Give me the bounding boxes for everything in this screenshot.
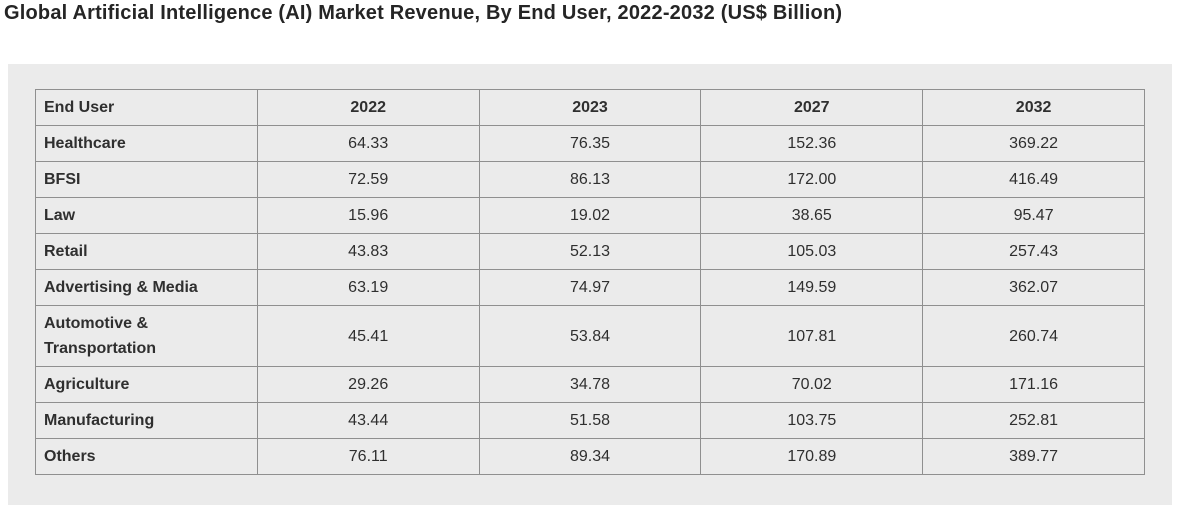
value-cell: 260.74 (922, 305, 1145, 367)
value-cell: 369.22 (922, 125, 1145, 162)
value-cell: 170.89 (700, 438, 924, 475)
table-row: Advertising & Media 63.19 74.97 149.59 362.0… (35, 269, 1145, 306)
value-cell: 86.13 (478, 161, 702, 198)
value-cell: 19.02 (478, 197, 702, 234)
value-cell: 53.84 (478, 305, 702, 367)
value-cell: 362.07 (922, 269, 1145, 306)
value-cell: 76.35 (478, 125, 702, 162)
value-cell: 38.65 (700, 197, 924, 234)
value-cell: 257.43 (922, 233, 1145, 270)
row-label-cell: BFSI (35, 161, 258, 198)
row-label-cell: Automotive & Transportation (35, 305, 258, 367)
row-label-cell: Advertising & Media (35, 269, 258, 306)
header-row: End User 2022 2023 2027 2032 (35, 89, 1145, 126)
table-header: End User 2022 2023 2027 2032 (35, 89, 1145, 126)
table-panel: End User 2022 2023 2027 2032 Healthcare 64.33… (8, 64, 1172, 505)
value-cell: 95.47 (922, 197, 1145, 234)
value-cell: 416.49 (922, 161, 1145, 198)
year-header-cell: 2032 (922, 89, 1145, 126)
value-cell: 171.16 (922, 366, 1145, 403)
value-cell: 107.81 (700, 305, 924, 367)
row-label-cell: Manufacturing (35, 402, 258, 439)
year-header-cell: 2023 (478, 89, 702, 126)
year-header-cell: 2027 (700, 89, 924, 126)
table-row: Others 76.11 89.34 170.89 389.77 (35, 438, 1145, 475)
value-cell: 74.97 (478, 269, 702, 306)
table-body: Healthcare 64.33 76.35 152.36 369.22 BFSI 72.5… (35, 125, 1145, 475)
value-cell: 43.83 (256, 233, 480, 270)
row-label-cell: Retail (35, 233, 258, 270)
table-row: BFSI 72.59 86.13 172.00 416.49 (35, 161, 1145, 198)
value-cell: 389.77 (922, 438, 1145, 475)
year-header-cell: 2022 (256, 89, 480, 126)
end-user-header-cell: End User (35, 89, 258, 126)
value-cell: 172.00 (700, 161, 924, 198)
row-label-cell: Agriculture (35, 366, 258, 403)
value-cell: 63.19 (256, 269, 480, 306)
table-row: Law 15.96 19.02 38.65 95.47 (35, 197, 1145, 234)
value-cell: 149.59 (700, 269, 924, 306)
table-row: Retail 43.83 52.13 105.03 257.43 (35, 233, 1145, 270)
value-cell: 72.59 (256, 161, 480, 198)
ai-market-revenue-table: End User 2022 2023 2027 2032 Healthcare 64.33… (35, 89, 1145, 475)
value-cell: 43.44 (256, 402, 480, 439)
value-cell: 103.75 (700, 402, 924, 439)
value-cell: 29.26 (256, 366, 480, 403)
row-label-cell: Law (35, 197, 258, 234)
value-cell: 70.02 (700, 366, 924, 403)
table-row: Healthcare 64.33 76.35 152.36 369.22 (35, 125, 1145, 162)
table-row: Manufacturing 43.44 51.58 103.75 252.81 (35, 402, 1145, 439)
value-cell: 105.03 (700, 233, 924, 270)
value-cell: 45.41 (256, 305, 480, 367)
value-cell: 52.13 (478, 233, 702, 270)
value-cell: 15.96 (256, 197, 480, 234)
value-cell: 89.34 (478, 438, 702, 475)
value-cell: 51.58 (478, 402, 702, 439)
value-cell: 252.81 (922, 402, 1145, 439)
page-title: Global Artificial Intelligence (AI) Mark… (4, 2, 843, 24)
value-cell: 152.36 (700, 125, 924, 162)
row-label-cell: Healthcare (35, 125, 258, 162)
value-cell: 34.78 (478, 366, 702, 403)
value-cell: 76.11 (256, 438, 480, 475)
value-cell: 64.33 (256, 125, 480, 162)
table-row: Automotive & Transportation 45.41 53.84 107… (35, 305, 1145, 367)
row-label-cell: Others (35, 438, 258, 475)
table-row: Agriculture 29.26 34.78 70.02 171.16 (35, 366, 1145, 403)
